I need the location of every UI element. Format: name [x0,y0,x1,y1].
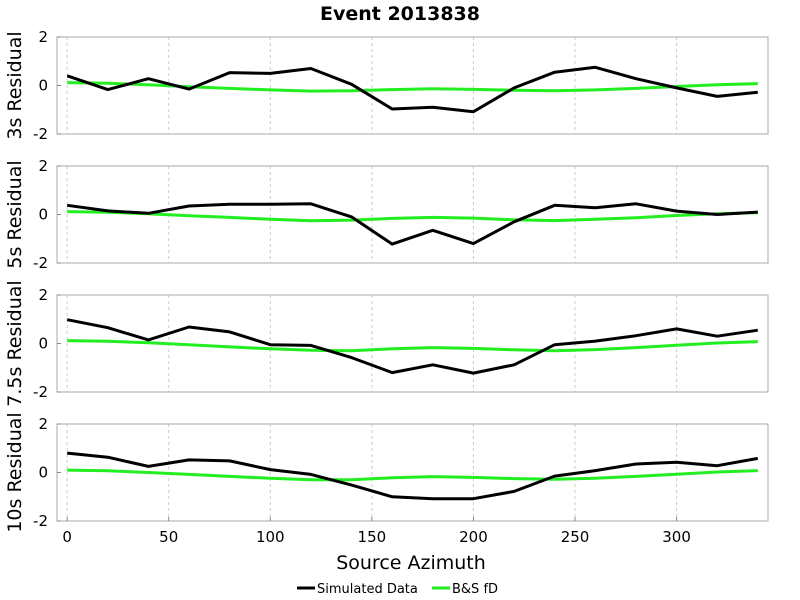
x-tick-label: 150 [358,528,387,546]
x-tick-label: 50 [159,528,178,546]
y-tick-label: -2 [33,383,48,401]
series-line-simulated-data [66,202,758,246]
series-line-bs-fd [67,339,758,353]
y-axis-label: 7.5s Residual [4,280,26,406]
y-tick-label: -2 [33,125,48,143]
panel-2: 2 0 -2 5s Residual [4,157,769,272]
x-tick-label: 250 [561,528,590,546]
legend: Simulated Data B&S fD [297,582,498,597]
y-axis-label: 10s Residual [4,412,26,532]
panel-1: 2 0 -2 3s Residual [4,28,769,143]
x-axis: 0 50 100 150 200 250 300 [62,517,691,546]
panel-3: 2 0 -2 7.5s Residual [4,280,769,407]
panel-4: 2 0 -2 10s Residual [4,412,769,533]
y-tick-label: -2 [33,512,48,530]
legend-label-bs-fd: B&S fD [452,582,498,597]
y-tick-label: 0 [38,77,48,95]
y-tick-label: 2 [38,157,48,175]
series-line-simulated-data [66,65,758,114]
y-axis-label: 3s Residual [4,31,26,139]
series-line-bs-fd [67,210,758,223]
series-line-simulated-data [66,318,759,375]
legend-label-simulated: Simulated Data [317,582,418,597]
x-axis-label: Source Azimuth [336,552,486,574]
series-line-simulated-data [67,451,759,501]
y-axis-label: 5s Residual [4,160,26,268]
x-tick-label: 0 [62,528,72,546]
x-tick-label: 100 [256,528,285,546]
panels-group: 2 0 -2 3s Residual 2 0 -2 5s Residual 2 0 -2 7.5s R… [4,28,769,546]
y-tick-label: -2 [33,254,48,272]
y-tick-label: 0 [38,206,48,224]
y-tick-label: 0 [38,335,48,353]
y-tick-label: 0 [38,464,48,482]
series-line-bs-fd [67,468,758,482]
x-tick-label: 300 [662,528,691,546]
y-tick-label: 2 [38,28,48,46]
x-tick-label: 200 [459,528,488,546]
y-tick-label: 2 [38,286,48,304]
y-tick-label: 2 [38,415,48,433]
chart-title: Event 2013838 [320,3,480,25]
